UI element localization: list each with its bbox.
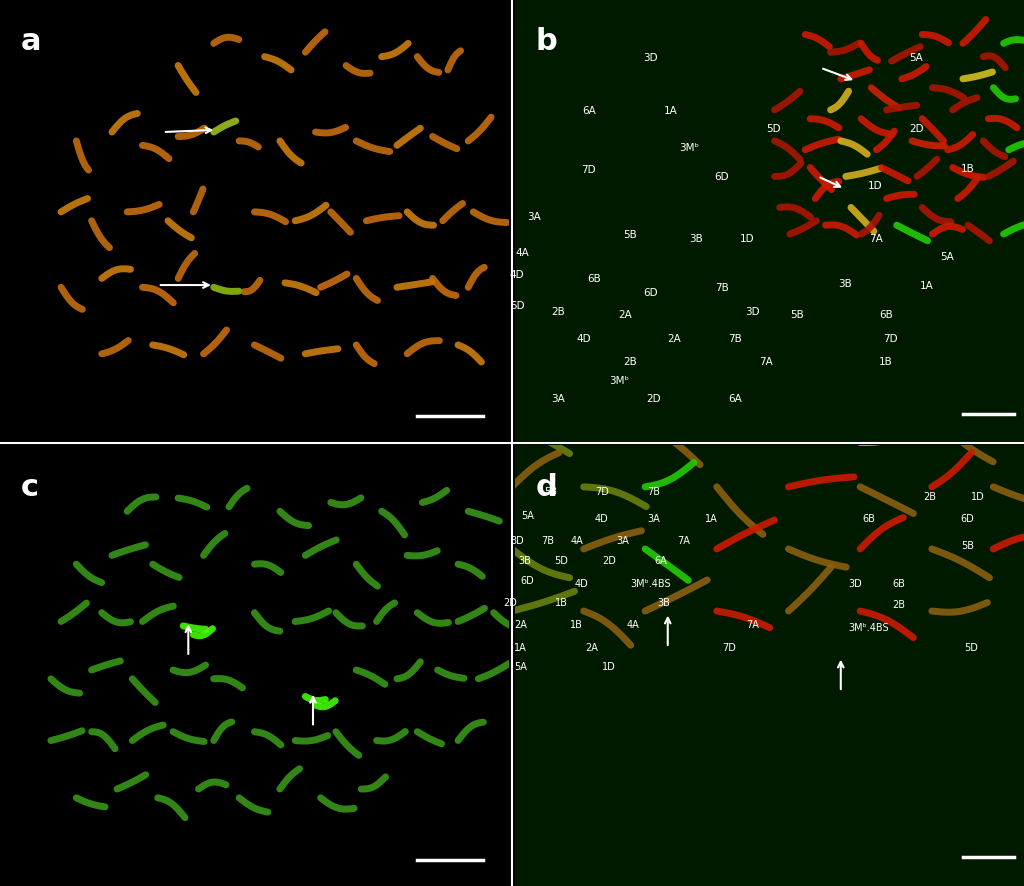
Text: 1A: 1A (514, 641, 526, 652)
Text: 6A: 6A (728, 393, 742, 404)
Text: 3A: 3A (551, 393, 565, 404)
Text: 2D: 2D (503, 597, 517, 608)
Text: 7A: 7A (868, 234, 883, 245)
Text: 3Mᵇ.4BS: 3Mᵇ.4BS (630, 578, 671, 588)
Text: 5D: 5D (964, 641, 978, 652)
Text: 5B: 5B (623, 229, 637, 240)
Text: 6B: 6B (862, 513, 874, 524)
Text: 4D: 4D (574, 578, 589, 588)
Text: 4D: 4D (510, 269, 524, 280)
Text: 7B: 7B (647, 486, 659, 497)
Text: 7D: 7D (582, 165, 596, 175)
Text: 2B: 2B (623, 356, 637, 367)
Text: 5A: 5A (521, 510, 534, 521)
Text: d: d (536, 472, 557, 501)
Text: 5D: 5D (554, 555, 568, 565)
Text: 2B: 2B (893, 599, 905, 610)
Text: 2B: 2B (551, 307, 565, 317)
Text: 1D: 1D (602, 661, 616, 672)
Text: 3D: 3D (510, 535, 524, 546)
Text: 5B: 5B (790, 309, 804, 320)
Text: 2A: 2A (667, 333, 681, 344)
Text: a: a (20, 27, 41, 56)
Text: 5A: 5A (514, 661, 526, 672)
Text: 7A: 7A (678, 535, 690, 546)
Text: 3D: 3D (643, 52, 657, 63)
Text: 6D: 6D (520, 575, 535, 586)
Text: 3Mᵇ: 3Mᵇ (609, 376, 630, 386)
Text: 1A: 1A (706, 513, 718, 524)
Text: b: b (536, 27, 557, 56)
Text: 7A: 7A (759, 356, 773, 367)
Text: 1B: 1B (879, 356, 893, 367)
Text: 4A: 4A (627, 619, 639, 630)
Text: 2A: 2A (617, 309, 632, 320)
Text: 6A: 6A (582, 105, 596, 116)
Text: 5B: 5B (962, 540, 974, 550)
Text: 6B: 6B (879, 309, 893, 320)
Text: 7B: 7B (715, 283, 729, 293)
Text: 6D: 6D (643, 287, 657, 298)
Text: 3Mᵇ: 3Mᵇ (679, 143, 699, 153)
Text: c: c (20, 472, 38, 501)
Text: 7D: 7D (884, 333, 898, 344)
Text: 1D: 1D (868, 181, 883, 191)
Text: 7B: 7B (728, 333, 742, 344)
Text: 6D: 6D (961, 513, 975, 524)
Text: 1D: 1D (971, 491, 985, 501)
Text: 5B: 5B (545, 486, 557, 497)
Text: 3B: 3B (689, 234, 703, 245)
Text: 3A: 3A (647, 513, 659, 524)
Text: 3B: 3B (838, 278, 852, 289)
Text: 1B: 1B (555, 597, 567, 608)
Text: 7D: 7D (595, 486, 609, 497)
Text: 3Mᵇ.4BS: 3Mᵇ.4BS (848, 622, 889, 633)
Text: 6D: 6D (715, 172, 729, 183)
Text: 1A: 1A (664, 105, 678, 116)
Text: 6A: 6A (654, 555, 667, 565)
Text: 4D: 4D (577, 333, 591, 344)
Text: 4A: 4A (515, 247, 529, 258)
Text: 3B: 3B (657, 597, 670, 608)
Text: 3A: 3A (527, 212, 542, 222)
Text: 5D: 5D (766, 123, 780, 134)
Text: 2D: 2D (909, 123, 924, 134)
Text: 2D: 2D (602, 555, 616, 565)
Text: 1B: 1B (961, 163, 975, 174)
Text: 2D: 2D (646, 393, 660, 404)
Text: 1B: 1B (570, 619, 583, 630)
Text: 3D: 3D (745, 307, 760, 317)
Text: 6B: 6B (587, 274, 601, 284)
Text: 3B: 3B (518, 555, 530, 565)
Text: 2A: 2A (514, 619, 526, 630)
Text: 1D: 1D (740, 234, 755, 245)
Text: 7B: 7B (542, 535, 554, 546)
Text: 2B: 2B (924, 491, 936, 501)
Text: 4D: 4D (594, 513, 608, 524)
Text: 2A: 2A (586, 641, 598, 652)
Text: 7A: 7A (746, 619, 759, 630)
Text: 7D: 7D (722, 641, 736, 652)
Text: 5A: 5A (909, 52, 924, 63)
Text: 5D: 5D (510, 300, 524, 311)
Text: 3A: 3A (616, 535, 629, 546)
Text: 1A: 1A (920, 280, 934, 291)
Text: 5A: 5A (940, 252, 954, 262)
Text: 6B: 6B (893, 578, 905, 588)
Text: 4A: 4A (570, 535, 583, 546)
Text: 3D: 3D (848, 578, 862, 588)
